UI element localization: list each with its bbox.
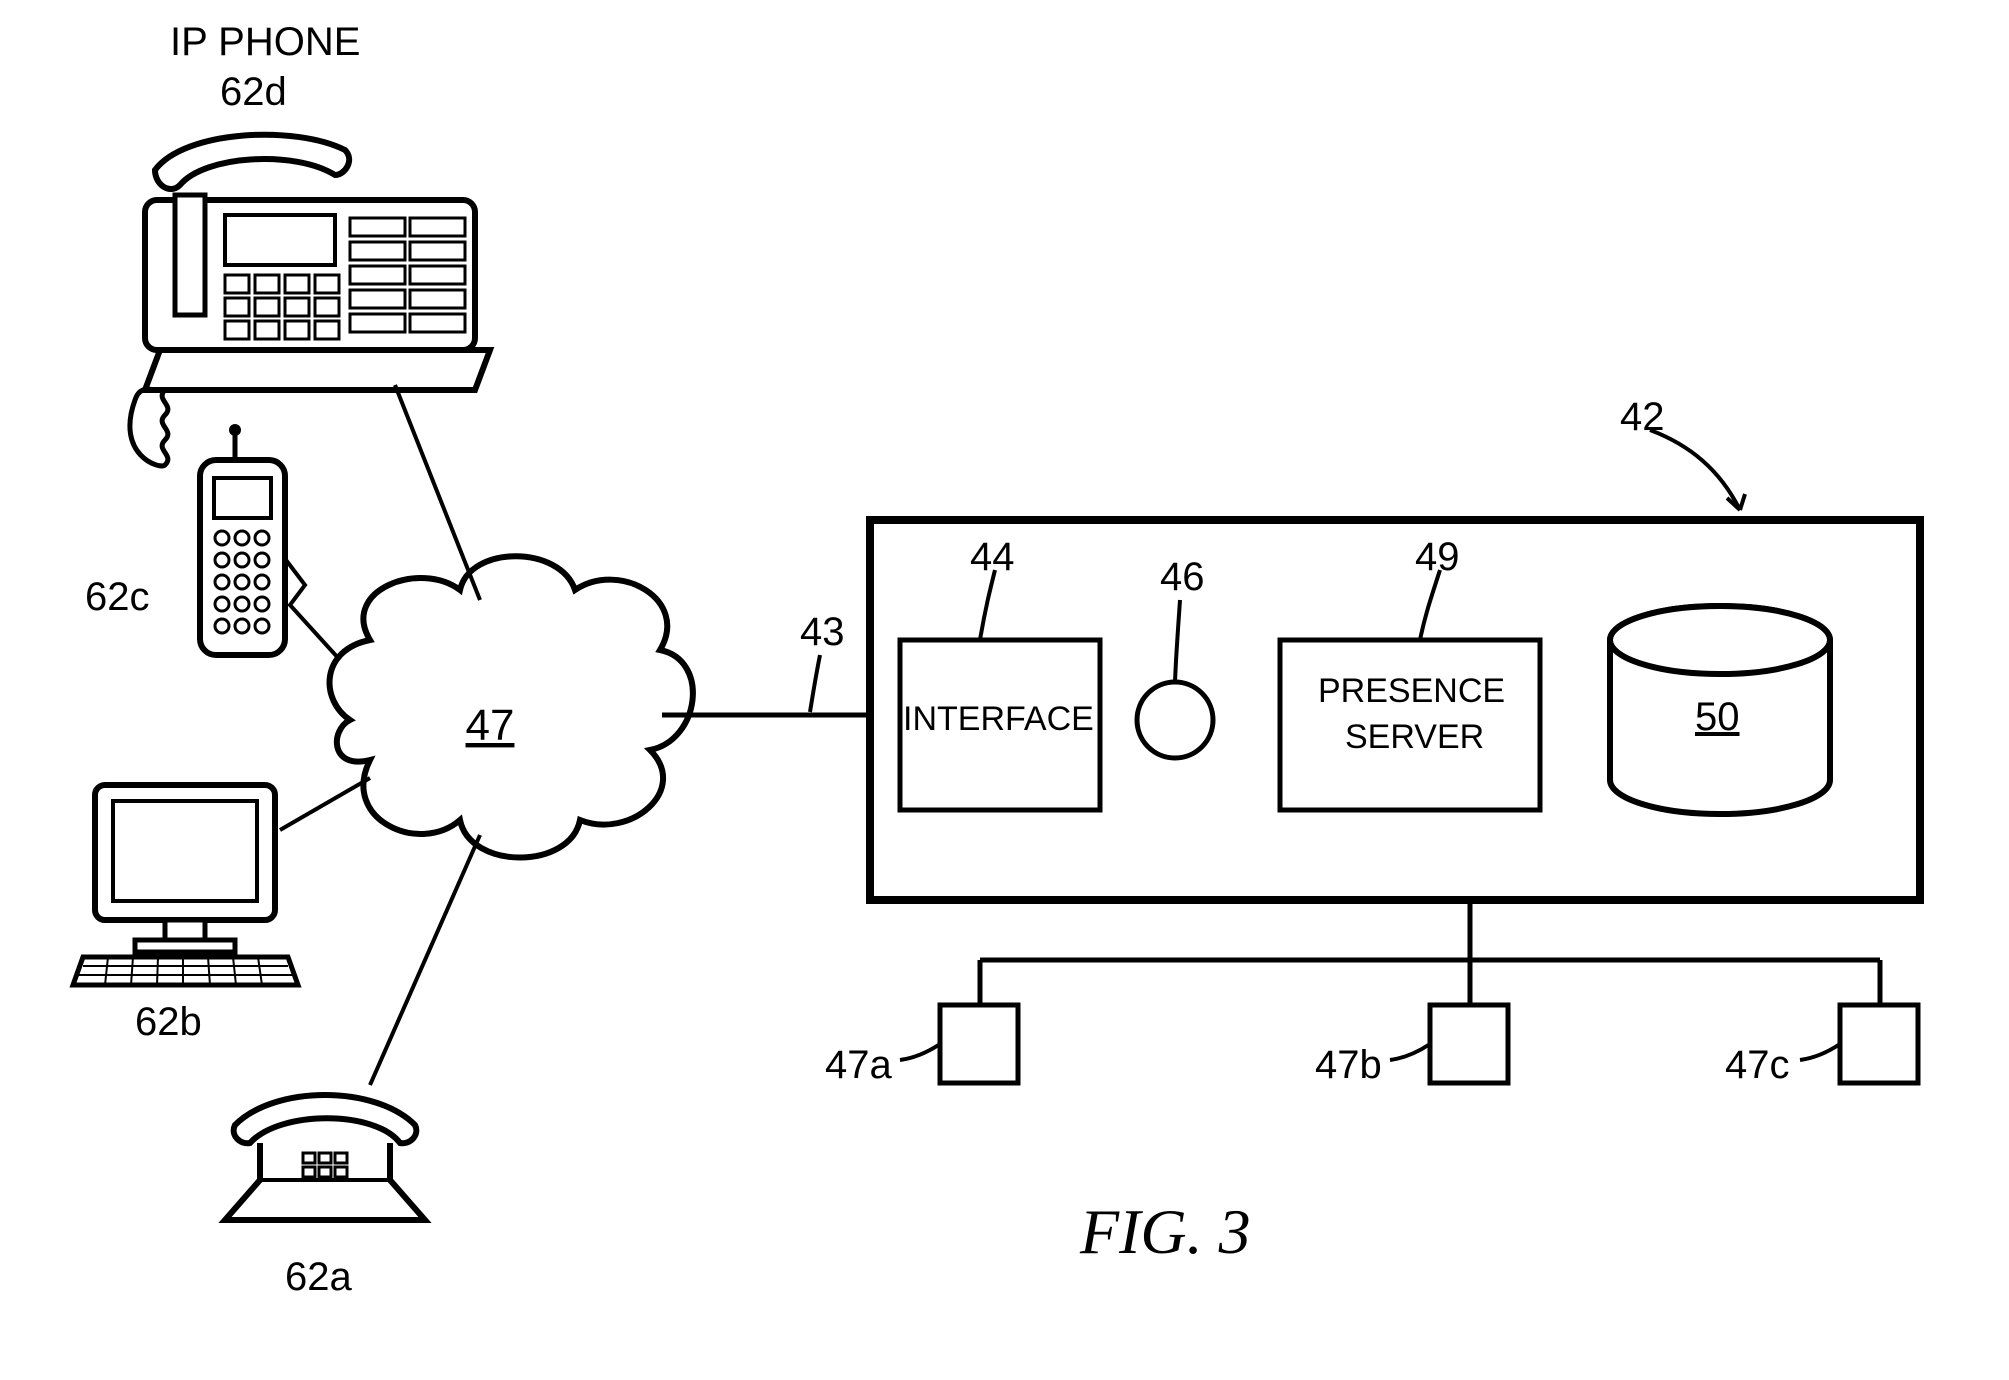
system-ref: 42: [1620, 395, 1665, 440]
childbox-c-ref: 47c: [1725, 1043, 1790, 1088]
childbox-b-ref: 47b: [1315, 1043, 1382, 1088]
link-43-ref: 43: [800, 610, 845, 655]
link-computer: [280, 778, 370, 830]
network-cloud-icon: [330, 556, 693, 857]
ip-phone-ref: 62d: [220, 70, 287, 115]
computer-icon: [73, 785, 298, 985]
presence-label1: PRESENCE: [1318, 672, 1505, 711]
agent-box-b: [1430, 1005, 1508, 1083]
computer-ref: 62b: [135, 1000, 202, 1045]
simple-phone-icon: [225, 1095, 425, 1220]
presence-label2: SERVER: [1345, 718, 1484, 757]
diagram-canvas: 47: [0, 0, 2009, 1380]
agent-box-c: [1840, 1005, 1918, 1083]
link-phone: [370, 835, 480, 1085]
ip-phone-icon: [130, 135, 490, 466]
agent-box-a: [940, 1005, 1018, 1083]
cloud-ref: 47: [466, 701, 515, 750]
figure-title: FIG. 3: [1080, 1195, 1251, 1269]
presence-ref: 49: [1415, 535, 1460, 580]
circle-ref: 46: [1160, 555, 1205, 600]
ip-phone-title: IP PHONE: [170, 20, 360, 65]
phone-ref: 62a: [285, 1255, 352, 1300]
processor-circle-icon: [1137, 682, 1213, 758]
cellphone-icon: [200, 424, 285, 655]
link-ipphone: [395, 385, 480, 600]
childbox-a-ref: 47a: [825, 1043, 892, 1088]
cellphone-ref: 62c: [85, 575, 150, 620]
cylinder-ref: 50: [1695, 695, 1740, 740]
interface-label: INTERFACE: [903, 700, 1094, 739]
interface-ref: 44: [970, 535, 1015, 580]
link-cellphone: [286, 560, 340, 660]
